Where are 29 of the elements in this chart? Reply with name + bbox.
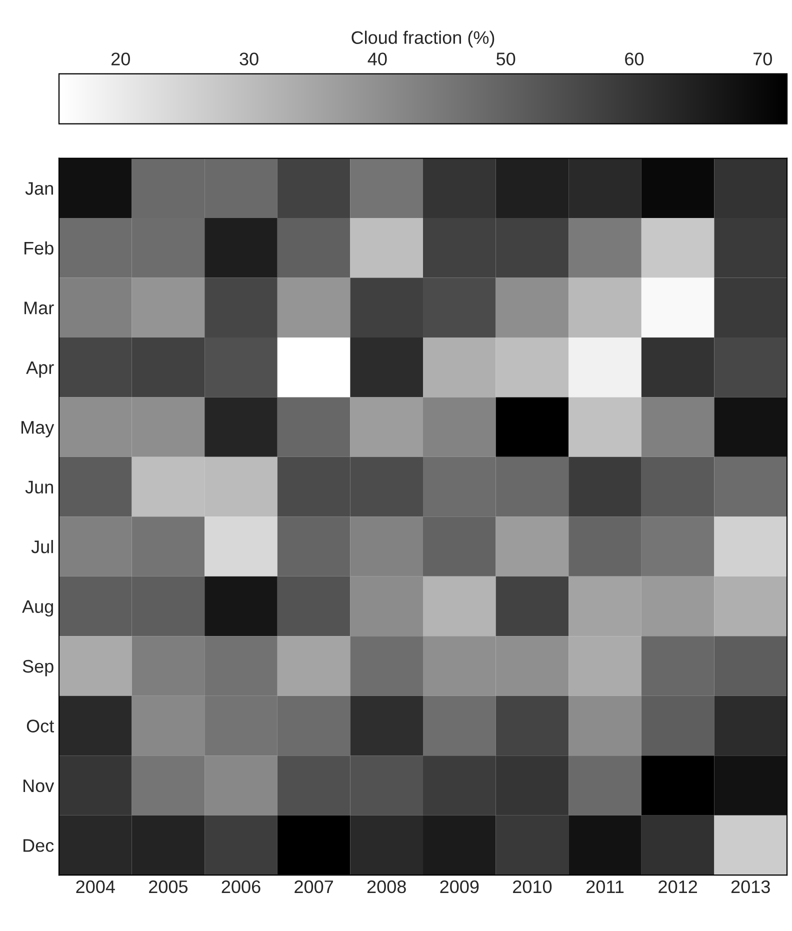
x-tick-label: 2010	[513, 880, 552, 894]
color-bar-title: Cloud fraction (%)	[352, 30, 494, 48]
color-bar-label: 50	[496, 52, 516, 66]
color-bar-label: 70	[754, 52, 772, 66]
color-bar-label: 20	[112, 52, 130, 66]
y-tick-label: Aug	[22, 600, 53, 617]
x-tick-label: 2009	[440, 880, 479, 894]
y-tick-label: Sep	[22, 660, 54, 676]
x-tick-label: 2011	[586, 880, 624, 894]
y-tick-label: Nov	[24, 780, 54, 792]
y-tick-label: Feb	[24, 241, 54, 255]
color-bar-label: 60	[625, 52, 644, 66]
y-tick-label: Jan	[25, 182, 53, 195]
y-tick-label: Jun	[25, 480, 53, 494]
color-bar-label: 40	[368, 52, 387, 66]
x-tick-label: 2006	[222, 880, 260, 894]
x-tick-label: 2007	[294, 880, 333, 894]
y-tick-label: Mar	[24, 302, 54, 314]
x-tick-label: 2004	[76, 880, 115, 894]
y-tick-label: May	[22, 421, 54, 438]
y-tick-label: Dec	[24, 839, 54, 852]
y-tick-label: Apr	[26, 361, 54, 378]
x-tick-label: 2012	[658, 880, 697, 894]
x-tick-label: 2005	[149, 880, 188, 894]
color-bar-label: 30	[240, 52, 258, 66]
y-tick-label: Jul	[31, 540, 53, 554]
x-tick-label: 2013	[731, 880, 770, 894]
x-tick-label: 2008	[367, 880, 406, 894]
y-tick-label: Oct	[26, 720, 54, 732]
